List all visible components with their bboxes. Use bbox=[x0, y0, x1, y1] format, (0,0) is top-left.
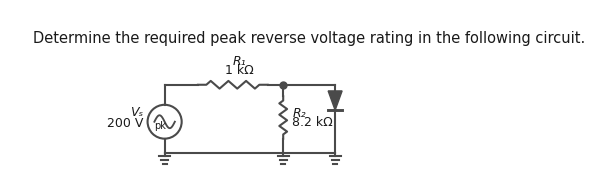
Text: pk: pk bbox=[154, 121, 165, 131]
Text: 200 V: 200 V bbox=[106, 117, 143, 130]
Text: 8.2 kΩ: 8.2 kΩ bbox=[292, 116, 333, 129]
Text: R₂: R₂ bbox=[292, 107, 306, 120]
Polygon shape bbox=[328, 91, 342, 110]
Text: 1 kΩ: 1 kΩ bbox=[225, 64, 254, 77]
Text: R₁: R₁ bbox=[232, 55, 246, 68]
Text: Determine the required peak reverse voltage rating in the following circuit.: Determine the required peak reverse volt… bbox=[33, 31, 586, 46]
Text: Vₛ: Vₛ bbox=[130, 106, 143, 119]
